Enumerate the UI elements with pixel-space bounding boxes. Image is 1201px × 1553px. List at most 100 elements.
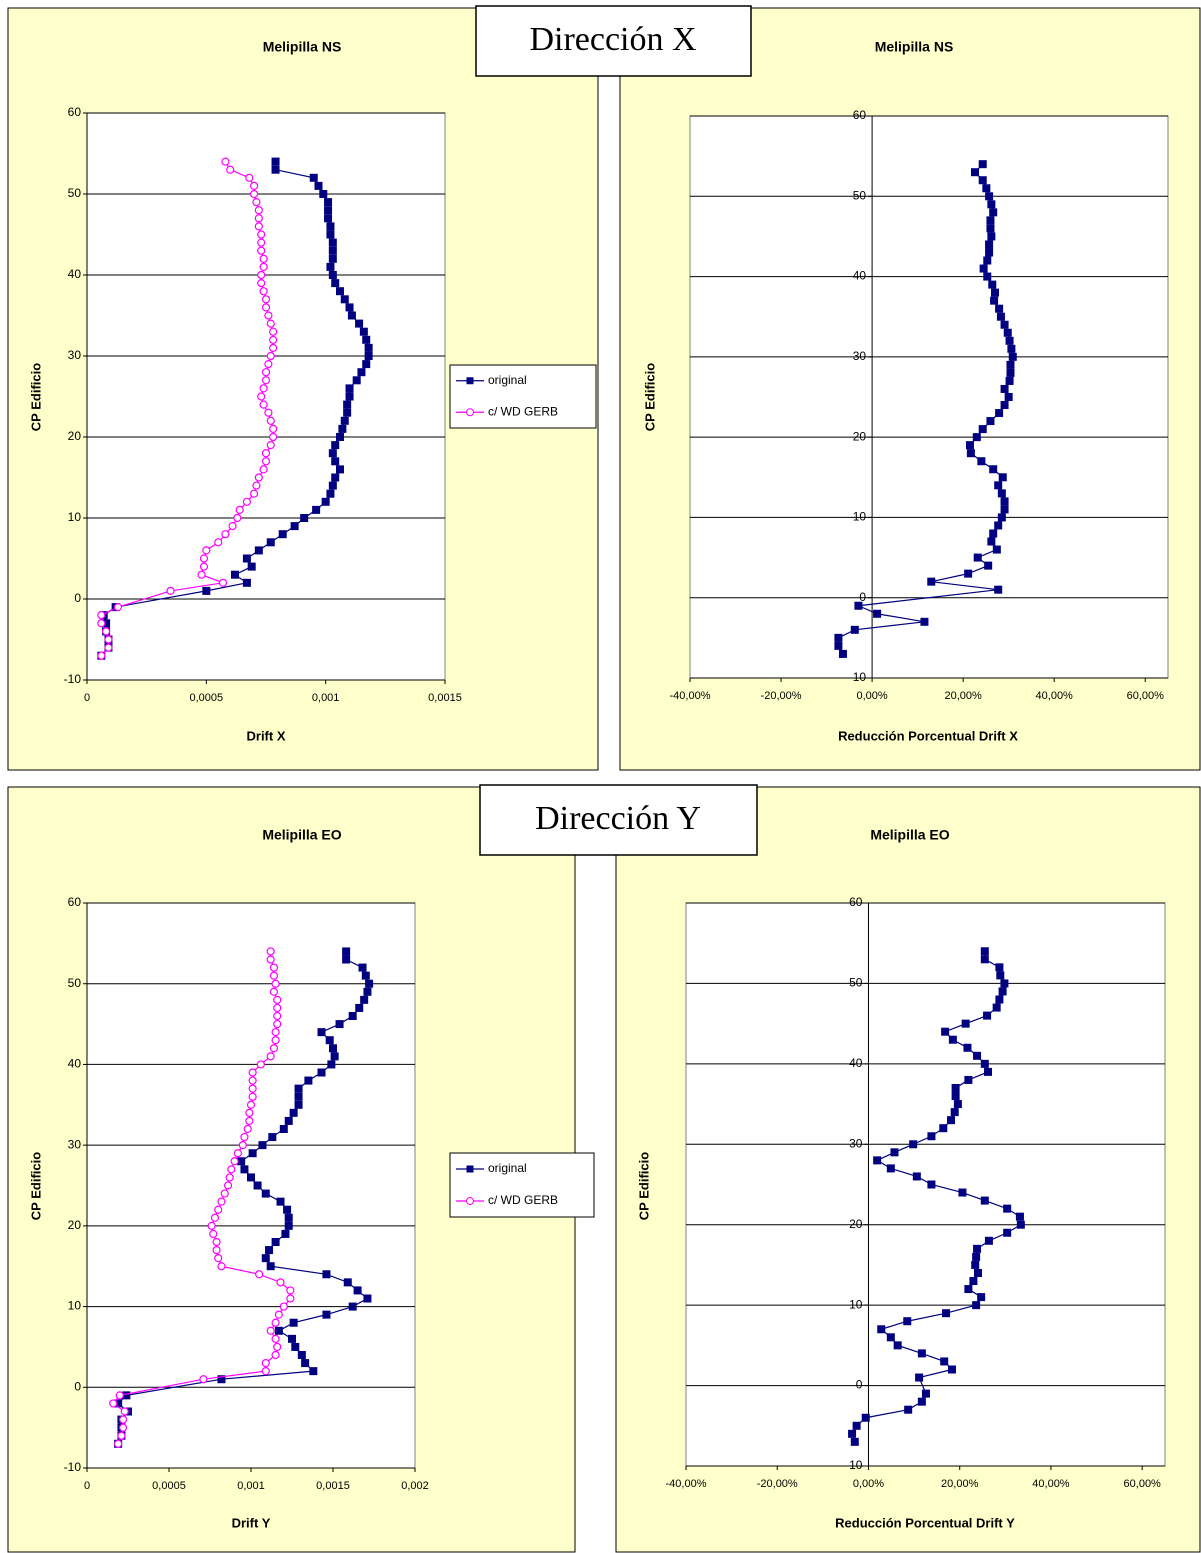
point [238,1141,247,1150]
point [278,530,287,539]
plot-area [685,902,1166,1467]
point [903,1317,912,1326]
point [343,408,352,417]
point [927,1180,936,1189]
point [917,1397,926,1406]
point [312,505,321,514]
point [227,1165,236,1174]
y-tick-label: 20 [849,1217,863,1231]
point [274,1310,283,1319]
y-tick-label: 10 [68,1299,82,1313]
point [286,1294,295,1303]
point [886,1333,895,1342]
point [273,1003,282,1013]
point [286,1286,295,1295]
point [360,995,369,1004]
point [240,1132,249,1142]
point [281,1229,290,1238]
point [951,1092,960,1101]
y-tick-label: -10 [64,1460,82,1474]
point [996,312,1005,321]
point [331,279,340,288]
point [991,288,1000,297]
y-tick-label: 30 [849,1136,863,1150]
point [984,1236,993,1245]
point [850,1437,859,1446]
chart-title: Melipilla NS [263,39,342,55]
y-axis-title: CP Edificio [28,1152,43,1220]
point [120,1407,129,1416]
point [335,287,344,296]
point [1000,320,1009,329]
point [304,1076,313,1085]
point [321,497,330,506]
point [288,1334,296,1343]
point [261,295,271,304]
point [207,1221,216,1230]
y-tick-label: 0 [856,1378,863,1392]
point [261,303,271,312]
point [988,280,997,289]
point [920,617,929,626]
point [992,1003,1001,1012]
point [950,1108,959,1117]
point [1000,497,1009,506]
point [1003,328,1012,337]
point [264,311,273,320]
point [331,441,340,450]
point [363,987,372,996]
point [838,649,847,658]
point [254,206,263,215]
point [249,181,259,190]
y-tick-label: 60 [68,895,82,909]
point [248,1068,257,1077]
point [197,570,206,579]
point [271,1318,280,1327]
y-tick-label: 50 [68,976,82,990]
y-tick-label: 60 [849,895,863,909]
point [1000,979,1009,988]
point [980,1196,989,1205]
x-axis-title: Reducción Porcentual Drift Y [835,1515,1015,1530]
point [301,1359,310,1368]
point [266,351,275,361]
point [294,1100,303,1109]
point [118,1415,128,1424]
point [338,424,347,433]
point [971,1260,980,1269]
point [259,384,268,393]
point [217,1375,226,1384]
point [269,335,278,344]
point [273,995,282,1004]
point [355,319,364,328]
point [352,376,361,385]
point [964,1075,973,1084]
point [289,1318,298,1327]
point [252,481,261,490]
point [104,643,113,652]
point [994,585,1003,594]
point [985,192,994,201]
point [1000,384,1009,393]
point [254,546,263,555]
point [259,287,268,296]
point [261,449,271,458]
point [284,1116,293,1125]
point [276,1278,285,1287]
point [271,1238,280,1246]
point [245,1108,254,1117]
point [964,1285,973,1294]
point [261,1358,270,1368]
point [343,400,352,409]
point [942,1309,951,1318]
point [240,1165,249,1174]
x-tick-label: 0,002 [401,1480,429,1492]
point [266,319,275,328]
point [362,360,371,369]
point [328,246,337,255]
point [992,545,1001,554]
point [834,633,843,642]
x-axis-title: Drift X [247,728,286,743]
point [242,578,251,587]
point [243,1124,252,1134]
